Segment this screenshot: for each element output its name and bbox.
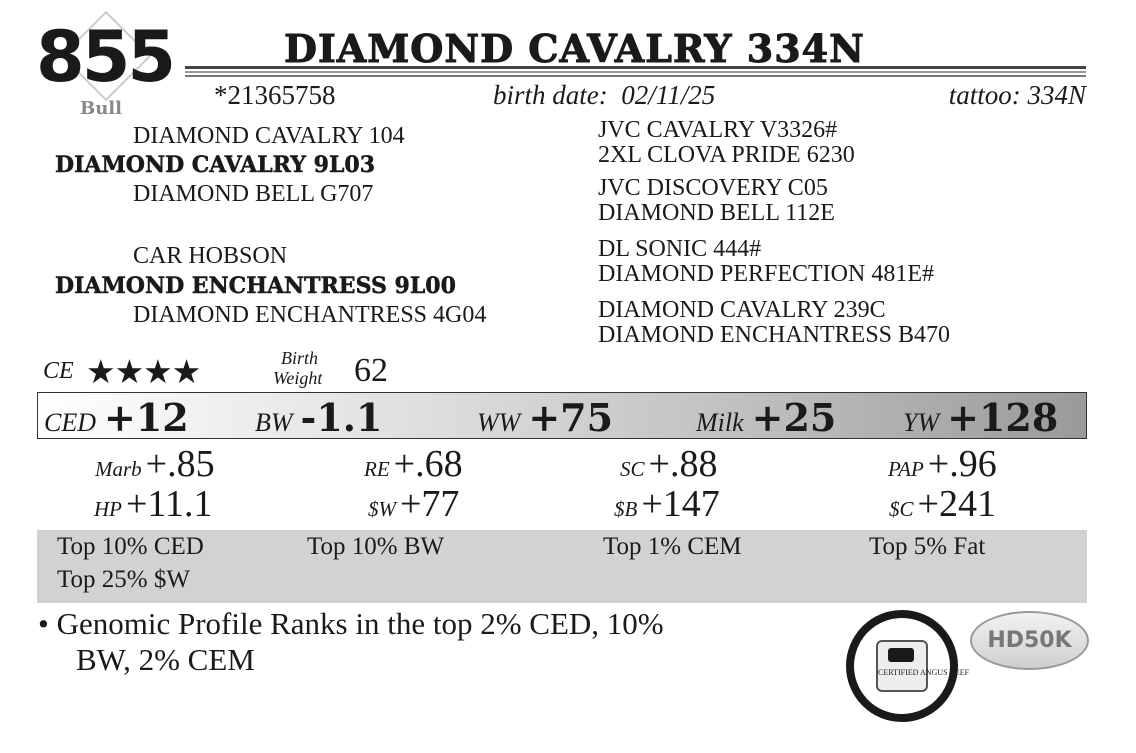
stat-marb: Marb +.85 (95, 442, 215, 486)
cow-icon (888, 648, 914, 662)
stat-label: SC (620, 457, 645, 481)
stat-value: +11.1 (126, 483, 213, 525)
birth-weight-label: Birth (281, 348, 319, 368)
lot-number: 855 (36, 16, 176, 98)
stat-value: +147 (641, 483, 720, 525)
dam: DIAMOND ENCHANTRESS 9L00 (55, 273, 456, 300)
dam-dam: DIAMOND ENCHANTRESS 4G04 (133, 302, 487, 328)
birth-date-value: 02/11/25 (621, 80, 716, 110)
stat-label: PAP (888, 457, 924, 481)
stat-w: $W +77 (368, 482, 459, 526)
epd-bw: BW -1.1 (255, 395, 382, 440)
epd-bar (37, 392, 1087, 439)
stat-pap: PAP +.96 (888, 442, 997, 486)
sire: DIAMOND CAVALRY 9L03 (55, 152, 376, 179)
animal-name: DIAMOND CAVALRY 334N (284, 26, 865, 72)
rank-item: Top 5% Fat (869, 533, 986, 560)
rank-item: Top 10% CED (57, 533, 204, 560)
note-line: Genomic Profile Ranks in the top 2% CED,… (56, 606, 664, 641)
stat-value: +.88 (648, 443, 718, 485)
stat-label: $W (368, 497, 396, 521)
epd-label: YW (903, 408, 940, 437)
birth-date: birth date: 02/11/25 (493, 80, 715, 111)
pedigree-ancestor: JVC CAVALRY V3326# (598, 117, 838, 143)
stat-value: +.68 (393, 443, 463, 485)
stat-value: +77 (400, 483, 460, 525)
stat-label: RE (364, 457, 390, 481)
birth-date-label: birth date: (493, 80, 608, 110)
bullet: • (38, 606, 49, 641)
pedigree-ancestor: JVC DISCOVERY C05 (598, 175, 828, 201)
hd50k-logo: HD50K (970, 611, 1089, 670)
birth-weight-value: 62 (354, 352, 388, 389)
epd-value: +75 (528, 395, 614, 440)
title-rule (185, 71, 1086, 73)
stat-label: $C (889, 497, 914, 521)
epd-label: CED (44, 408, 96, 437)
pedigree-ancestor: DIAMOND CAVALRY 239C (598, 297, 886, 323)
rank-item: Top 10% BW (307, 533, 445, 560)
cab-logo: CERTIFIED ANGUS BEEF (846, 610, 969, 722)
epd-milk: Milk +25 (696, 395, 836, 440)
pedigree-ancestor: DL SONIC 444# (598, 236, 762, 262)
epd-label: Milk (696, 408, 744, 437)
birth-weight-label: Weight (273, 368, 323, 388)
title-rule (185, 66, 1086, 69)
ranks-box (37, 530, 1087, 603)
epd-value: +12 (104, 395, 189, 440)
sire-dam: DIAMOND BELL G707 (133, 181, 374, 207)
stat-value: +241 (917, 483, 996, 525)
rank-item: Top 25% $W (57, 566, 190, 593)
stat-b: $B +147 (614, 482, 720, 526)
stat-label: HP (94, 497, 122, 521)
stat-label: $B (614, 497, 638, 521)
genomic-note: • Genomic Profile Ranks in the top 2% CE… (38, 606, 664, 678)
sire-sire: DIAMOND CAVALRY 104 (133, 123, 405, 149)
registration-number: *21365758 (214, 80, 336, 110)
ce-stars: ★★★★ (86, 355, 201, 391)
stat-label: Marb (95, 457, 142, 481)
note-line: BW, 2% CEM (76, 642, 255, 677)
epd-value: -1.1 (300, 395, 383, 440)
stat-hp: HP +11.1 (94, 482, 213, 526)
stat-re: RE +.68 (364, 442, 463, 486)
tattoo-value: 334N (1027, 80, 1086, 110)
epd-ww: WW +75 (477, 395, 613, 440)
epd-value: +25 (751, 395, 837, 440)
stat-sc: SC +.88 (620, 442, 717, 486)
pedigree-ancestor: DIAMOND BELL 112E (598, 200, 835, 226)
epd-label: BW (255, 408, 293, 437)
dam-sire: CAR HOBSON (133, 243, 288, 269)
pedigree-ancestor: 2XL CLOVA PRIDE 6230 (598, 142, 855, 168)
pedigree-ancestor: DIAMOND PERFECTION 481E# (598, 261, 934, 287)
stat-c: $C +241 (889, 482, 996, 526)
epd-value: +128 (947, 395, 1059, 440)
tattoo: tattoo: 334N (949, 80, 1086, 111)
pedigree-ancestor: DIAMOND ENCHANTRESS B470 (598, 322, 951, 348)
stat-value: +.96 (927, 443, 997, 485)
rank-item: Top 1% CEM (603, 533, 742, 560)
epd-label: WW (477, 408, 521, 437)
lot-type: Bull (80, 98, 122, 119)
epd-ced: CED +12 (44, 395, 189, 440)
stat-value: +.85 (145, 443, 215, 485)
ce-label: CE (43, 358, 74, 384)
tattoo-label: tattoo: (948, 80, 1021, 110)
epd-yw: YW +128 (903, 395, 1058, 440)
title-rule (185, 75, 1086, 77)
